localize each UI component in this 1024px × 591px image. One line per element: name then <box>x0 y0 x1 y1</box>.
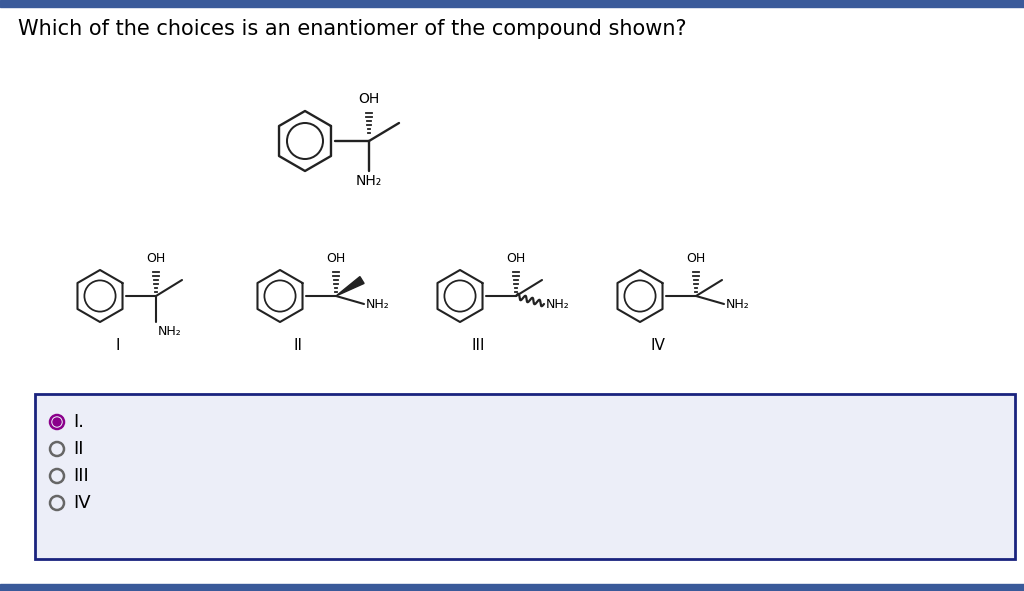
Text: OH: OH <box>686 252 706 265</box>
Text: NH₂: NH₂ <box>726 297 750 310</box>
Text: NH₂: NH₂ <box>158 325 181 338</box>
Text: NH₂: NH₂ <box>356 174 382 188</box>
Text: I: I <box>116 338 120 353</box>
Text: IV: IV <box>650 338 666 353</box>
Text: Which of the choices is an enantiomer of the compound shown?: Which of the choices is an enantiomer of… <box>18 19 687 39</box>
Text: II: II <box>73 440 84 458</box>
Text: III: III <box>471 338 484 353</box>
Bar <box>0 584 1024 591</box>
Text: OH: OH <box>327 252 346 265</box>
Text: NH₂: NH₂ <box>366 297 390 310</box>
Text: I.: I. <box>73 413 84 431</box>
Text: OH: OH <box>507 252 525 265</box>
Text: NH₂: NH₂ <box>546 297 569 310</box>
Circle shape <box>53 418 61 426</box>
Text: II: II <box>294 338 302 353</box>
Polygon shape <box>336 277 365 296</box>
Bar <box>0 0 1024 7</box>
Text: III: III <box>73 467 89 485</box>
FancyBboxPatch shape <box>35 394 1015 559</box>
Text: OH: OH <box>146 252 166 265</box>
Text: IV: IV <box>73 494 91 512</box>
Text: OH: OH <box>358 92 380 106</box>
